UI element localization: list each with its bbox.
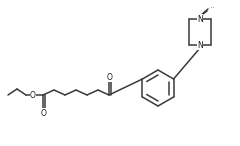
Text: N: N <box>212 7 214 8</box>
Text: N: N <box>197 14 203 24</box>
Text: N: N <box>197 40 203 49</box>
Text: O: O <box>41 108 47 118</box>
Text: N: N <box>210 7 211 8</box>
Text: O: O <box>107 73 113 81</box>
Text: N: N <box>197 40 203 49</box>
Text: N: N <box>197 14 203 24</box>
Text: O: O <box>30 91 36 100</box>
